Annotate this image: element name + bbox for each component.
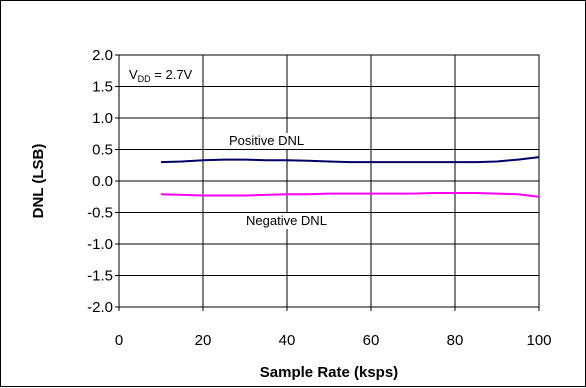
- series-line-positive-dnl: [160, 156, 540, 164]
- y-tick-label: 0.0: [92, 173, 113, 190]
- vdd-condition-label: VDD = 2.7V: [129, 67, 193, 84]
- x-tick-label: 40: [279, 332, 296, 349]
- y-tick-label: -0.5: [87, 205, 113, 222]
- y-tick-label: 0.5: [92, 142, 113, 159]
- annotation-backing: [226, 133, 318, 149]
- x-tick-label: 100: [526, 332, 551, 349]
- x-tick-label: 60: [363, 332, 380, 349]
- positive-dnl-label: Positive DNL: [229, 133, 304, 148]
- y-tick-label: 1.5: [92, 79, 113, 96]
- x-tick-label: 0: [115, 332, 123, 349]
- x-tick-label: 80: [447, 332, 464, 349]
- y-axis-title: DNL (LSB): [30, 144, 47, 219]
- grid-lines: [115, 54, 540, 311]
- x-tick-labels: 0 20 40 60 80 100: [115, 332, 552, 349]
- y-tick-labels: 2.0 1.5 1.0 0.5 0.0 -0.5 -1.0 -1.5 -2.0: [87, 47, 113, 316]
- series-line-negative-dnl: [160, 192, 540, 198]
- y-tick-label: 1.0: [92, 110, 113, 127]
- vdd-value: = 2.7V: [151, 67, 193, 82]
- y-tick-label: -2.0: [87, 299, 113, 316]
- vdd-subscript: DD: [138, 74, 151, 84]
- y-tick-label: -1.0: [87, 236, 113, 253]
- series-lines: [160, 156, 540, 198]
- y-tick-label: 2.0: [92, 47, 113, 64]
- annotation-backing: [243, 213, 340, 229]
- y-tick-label: -1.5: [87, 268, 113, 285]
- condition-backing: [126, 66, 198, 85]
- x-axis-title: Sample Rate (ksps): [260, 364, 398, 381]
- vdd-symbol: V: [129, 67, 138, 82]
- series-annotations: Positive DNL Negative DNL: [226, 133, 340, 229]
- x-tick-label: 20: [195, 332, 212, 349]
- negative-dnl-label: Negative DNL: [246, 213, 327, 228]
